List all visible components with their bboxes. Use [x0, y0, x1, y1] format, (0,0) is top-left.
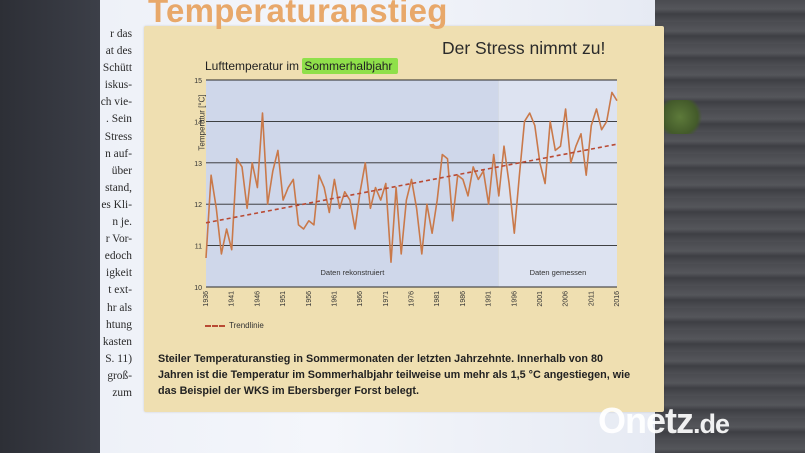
article-line: groß-	[107, 369, 132, 382]
y-tick-label: 12	[194, 202, 202, 209]
article-line: stand,	[105, 181, 132, 194]
x-tick-label: 2001	[537, 291, 544, 307]
article-line: hr als	[107, 301, 132, 314]
x-tick-label: 1996	[511, 291, 518, 307]
article-line: edoch	[104, 250, 132, 263]
x-tick-label: 2006	[563, 291, 570, 307]
region-label: Daten gemessen	[530, 268, 587, 277]
poster-subtitle: Der Stress nimmt zu!	[442, 38, 606, 58]
article-line: n je.	[112, 216, 132, 229]
article-line: iskus-	[104, 79, 132, 92]
article-line: über	[111, 164, 132, 177]
x-tick-label: 1976	[409, 291, 416, 307]
region-background	[498, 80, 617, 287]
chart-title: Lufttemperatur im Sommerhalbjahr	[205, 58, 399, 74]
page-heading: Temperaturanstieg	[148, 0, 448, 29]
x-tick-label: 1986	[460, 291, 467, 307]
legend: Trendlinie	[205, 321, 264, 330]
article-line: r Vor-	[105, 233, 132, 246]
y-tick-label: 11	[195, 244, 202, 251]
x-tick-label: 1951	[280, 291, 287, 307]
article-line: t ext-	[108, 284, 132, 297]
legend-trend-label: Trendlinie	[229, 321, 264, 330]
article-line: Schütt	[102, 62, 132, 75]
article-line: r das	[110, 28, 132, 40]
article-text-column: r das at des Schütt iskus-ch vie- . Sein Stre…	[100, 26, 132, 402]
onetz-watermark-logo: Onetz.de	[598, 400, 730, 442]
chart-title-highlight: Sommerhalbjahr	[302, 58, 399, 74]
watermark-tld: .de	[693, 409, 730, 439]
article-line: kasten	[102, 335, 132, 348]
article-line: Stress	[104, 130, 132, 143]
legend-trend-swatch	[205, 324, 225, 327]
x-tick-label: 1946	[254, 291, 261, 307]
article-line: at des	[105, 45, 132, 58]
watermark-name: Onetz	[598, 400, 694, 441]
region-label: Daten rekonstruiert	[321, 268, 386, 277]
article-line: . Sein	[106, 113, 132, 126]
x-tick-label: 1971	[383, 291, 390, 307]
y-tick-label: 10	[194, 285, 202, 292]
article-line: S. 11)	[105, 352, 132, 365]
background-left	[0, 0, 100, 453]
article-line: es Kli-	[101, 198, 132, 211]
y-tick-label: 13	[194, 161, 202, 168]
article-line: htung	[106, 318, 132, 331]
x-tick-label: 1991	[486, 291, 493, 307]
article-line: n auf-	[105, 147, 132, 160]
x-tick-label: 2011	[588, 291, 595, 306]
y-tick-label: 14	[194, 119, 202, 126]
x-tick-label: 2016	[614, 291, 621, 307]
temperature-series-line	[205, 91, 618, 264]
leaf-decoration	[664, 100, 704, 134]
wood-background	[655, 0, 805, 453]
chart-title-prefix: Lufttemperatur im	[205, 59, 303, 73]
x-tick-label: 1966	[357, 291, 364, 307]
x-tick-label: 1936	[203, 291, 210, 307]
x-tick-label: 1956	[306, 291, 313, 307]
x-tick-label: 1941	[229, 291, 236, 307]
article-line: zum	[112, 386, 132, 399]
x-tick-label: 1961	[331, 291, 338, 307]
x-tick-label: 1981	[434, 291, 441, 307]
y-tick-label: 15	[194, 78, 202, 85]
chart-caption: Steiler Temperaturanstieg in Sommermonat…	[158, 353, 631, 397]
article-line: ch vie-	[100, 96, 132, 109]
article-line: igkeit	[106, 267, 132, 280]
